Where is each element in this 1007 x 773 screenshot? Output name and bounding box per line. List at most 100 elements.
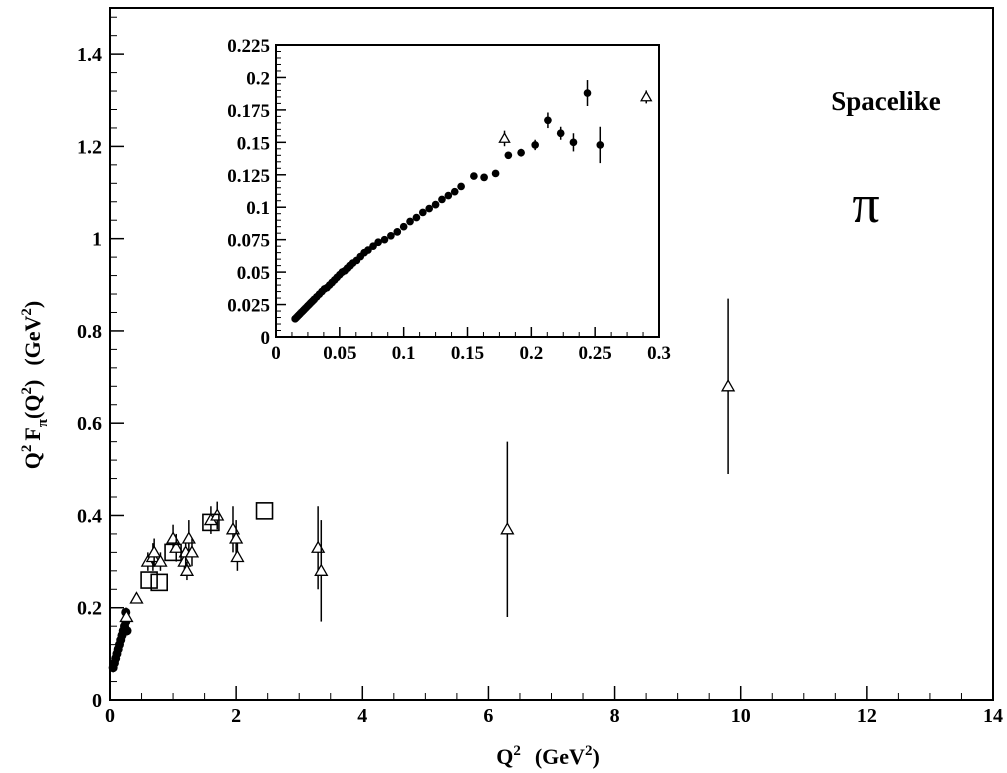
inset-data-point-circle	[583, 89, 592, 97]
inset-y-tick-label: 0.175	[227, 101, 270, 122]
inset-data-point-circle	[491, 169, 500, 178]
y-axis-title-units: (GeV	[20, 315, 45, 365]
main-data-point-triangle	[165, 531, 181, 544]
main-data-point-square	[164, 543, 182, 562]
main-data-point-triangle	[119, 609, 134, 623]
inset-y-tick-label: 0.125	[227, 166, 270, 187]
main-y-tick-label: 1.2	[77, 136, 102, 158]
main-data-point-triangle	[500, 521, 515, 535]
annotation-pi-symbol: π	[852, 174, 879, 234]
inset-data-point-circle	[531, 141, 539, 149]
main-data-point-triangle	[314, 563, 329, 576]
inset-data-point-circle	[504, 151, 513, 160]
inset-data-point-triangle	[498, 132, 511, 143]
inset-data-point-triangle	[640, 90, 653, 102]
main-data-point-triangle	[311, 540, 326, 553]
inset-data-marks	[291, 80, 653, 323]
inset-data-point-circle	[480, 173, 488, 182]
main-x-tick-label: 0	[105, 705, 115, 727]
main-y-tick-label: 1.4	[77, 44, 102, 66]
x-axis-title-sup: 2	[513, 743, 521, 759]
inset-y-tick-label: 0.1	[246, 198, 270, 219]
inset-data-point-circle	[380, 235, 389, 244]
inset-y-tick-label: 0.225	[227, 36, 270, 57]
inset-data-point-circle	[444, 191, 453, 200]
inset-data-point-circle	[438, 195, 446, 204]
y-axis-title-sup2: 2	[19, 387, 35, 395]
main-y-tick-label: 0	[92, 690, 102, 712]
y-axis-title: Q2Fπ(Q2)(GeV2)	[19, 301, 51, 470]
main-data-point-triangle	[230, 549, 245, 563]
inset-data-point-circle	[569, 138, 578, 147]
x-axis-title-units-sup: 2	[585, 743, 593, 759]
y-axis-title-units-sup: 2	[19, 308, 35, 316]
inset-data-point-circle	[457, 182, 465, 191]
inset-data-point-circle	[431, 200, 440, 209]
main-y-tick-label: 0.6	[77, 413, 102, 435]
y-axis-title-units-close: )	[20, 301, 45, 308]
inset-data-point-circle	[387, 231, 395, 240]
main-data-point-triangle	[153, 554, 168, 567]
inset-x-tick-label: 0.15	[451, 343, 484, 364]
inset-data-point-circle	[556, 129, 565, 138]
inset-data-point-circle	[450, 187, 459, 196]
inset-x-tick-label: 0	[271, 343, 281, 364]
main-data-point-triangle	[179, 563, 195, 576]
x-axis-title-q: Q	[496, 744, 513, 769]
inset-y-tick-label: 0.2	[246, 68, 270, 89]
inset-x-tick-label: 0.1	[392, 343, 416, 364]
inset-data-point-circle	[544, 116, 552, 125]
main-x-tick-label: 14	[983, 705, 1003, 727]
y-axis-title-arg-close: )	[20, 380, 45, 387]
main-data-point-triangle	[229, 531, 244, 544]
inset-axes: 0 0.05 0.1 0.15 0.2 0.25 0.3 0 0.025 0.05 0.075 0.1…	[227, 36, 671, 364]
annotation-spacelike: Spacelike	[831, 86, 941, 116]
y-axis-title-f: F	[20, 427, 45, 440]
inset-x-tick-label: 0.05	[323, 343, 356, 364]
main-x-tick-label: 8	[610, 705, 620, 727]
main-data-point-square	[150, 573, 168, 592]
main-data-point-triangle	[225, 521, 241, 535]
inset-y-tick-label: 0.025	[227, 296, 270, 317]
y-axis-title-sup1: 2	[19, 445, 35, 453]
inset-data-point-circle	[470, 172, 478, 180]
y-axis-title-sub: π	[35, 418, 51, 427]
inset-data-point-circle	[418, 208, 427, 217]
inset-data-point-circle	[412, 213, 421, 222]
inset-x-tick-label: 0.2	[519, 343, 543, 364]
inset-data-point-circle	[399, 222, 408, 231]
main-data-point-triangle	[129, 591, 144, 604]
inset-x-tick-label: 0.3	[647, 343, 671, 364]
inset-data-point-circle	[596, 141, 605, 149]
main-y-tick-label: 0.4	[77, 505, 102, 527]
main-y-tick-label: 0.8	[77, 321, 102, 343]
y-axis-title-q: Q	[20, 452, 45, 469]
main-data-marks	[108, 298, 736, 673]
inset-y-tick-label: 0.15	[237, 133, 270, 154]
main-data-point-square	[140, 571, 158, 589]
inset-y-tick-label: 0.05	[237, 263, 270, 284]
inset-data-point-circle	[374, 238, 382, 247]
x-axis-title-units: (GeV	[535, 744, 585, 769]
main-x-tick-label: 12	[857, 705, 877, 727]
x-axis-title-units-close: )	[592, 744, 599, 769]
main-axes: 0 2 4 6 8 10 12 14 0 0.2 0.4 0.6 0.8 1 1.2 1.4	[77, 7, 1003, 727]
main-data-point-triangle	[147, 545, 162, 558]
main-y-tick-label: 0.2	[77, 598, 102, 620]
main-data-point-triangle	[184, 545, 200, 558]
main-y-tick-label: 1	[92, 229, 102, 251]
main-x-tick-label: 4	[357, 705, 367, 727]
main-x-tick-label: 6	[483, 705, 493, 727]
main-x-tick-label: 10	[731, 705, 751, 727]
inset-data-point-circle	[425, 204, 434, 213]
main-data-point-circle	[122, 626, 132, 636]
inset-x-tick-label: 0.25	[579, 343, 612, 364]
inset-y-tick-label: 0	[261, 328, 271, 349]
main-x-tick-label: 2	[231, 705, 241, 727]
main-data-point-triangle	[720, 378, 736, 392]
inset-data-point-circle	[393, 228, 402, 236]
inset-data-point-circle	[406, 217, 414, 226]
main-data-point-triangle	[181, 531, 196, 544]
inset-y-tick-label: 0.075	[227, 231, 270, 252]
